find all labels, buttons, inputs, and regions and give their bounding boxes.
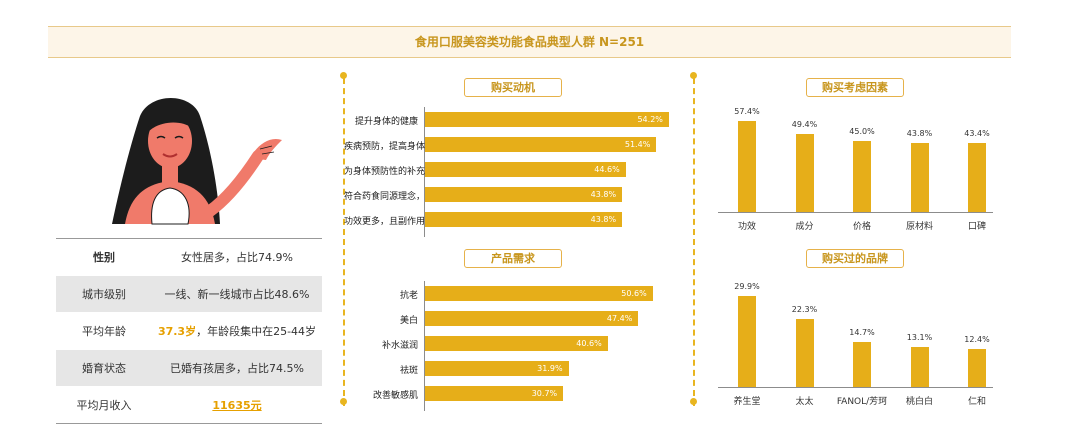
data-label: 50.6% [621,289,647,298]
profile-table: 性别 女性居多，占比74.9% 城市级别 一线、新一线城市占比48.6% 平均年… [56,238,322,424]
category-label: 祛斑 [399,366,418,376]
profile-value: 37.3岁，年龄段集中在25-44岁 [152,313,322,350]
bar [425,187,623,202]
bar [425,212,623,227]
separator-right [693,78,695,406]
bar [425,386,564,401]
category-label: 功效更多，且副作用较少 [344,217,444,227]
data-label: 47.4% [606,314,633,323]
woman-illustration [112,98,282,225]
category-label: 太太 [795,397,814,407]
profile-key: 平均月收入 [76,399,132,412]
profile-value: 一线、新一线城市占比48.6% [152,275,322,313]
bar [738,295,756,387]
bar [910,142,929,212]
bar [738,121,756,212]
profile-row-marital: 婚育状态 已婚有孩居多，占比74.5% [56,349,322,387]
bar [425,361,569,376]
data-label: 14.7% [849,328,875,338]
bar [425,112,669,127]
profile-key: 城市级别 [56,275,152,313]
page-title: 食用口服美容类功能食品典型人群 N=251 [48,26,1011,58]
data-label: 49.4% [791,119,818,129]
category-label: 仁和 [967,397,986,407]
separator-dot [340,398,347,405]
data-label: 29.9% [734,281,760,291]
income-link[interactable]: 11635元 [212,399,262,412]
bar [425,137,657,152]
category-label: 口碑 [967,222,986,232]
separator-dot [340,72,347,79]
category-label: 补水滋润 [381,341,418,351]
section-title-demand: 产品需求 [464,249,562,268]
data-label: 13.1% [906,333,933,343]
category-label: 原材料 [905,222,933,232]
section-title-motivation: 购买动机 [464,78,562,97]
profile-key: 婚育状态 [56,349,152,387]
bar [795,133,814,212]
bar [425,336,608,351]
profile-key: 性别 [93,251,115,264]
data-label: 54.2% [637,115,663,124]
data-label: 31.9% [537,364,563,373]
category-label: 成分 [795,222,814,232]
data-label: 43.8% [906,128,933,138]
separator-dot [690,72,697,79]
bar [425,162,626,177]
category-label: 价格 [852,222,871,232]
profile-row-gender: 性别 女性居多，占比74.9% [56,238,322,276]
category-label: 桃白白 [905,397,933,407]
category-label: FANOL/芳珂 [836,397,888,407]
category-label: 改善敏感肌 [372,391,418,401]
profile-row-age: 平均年龄 37.3岁，年龄段集中在25-44岁 [56,313,322,350]
separator-left [343,78,345,406]
profile-key: 平均年龄 [82,325,126,338]
category-label: 抗老 [399,291,418,301]
data-label: 45.0% [849,126,875,136]
data-label: 22.3% [791,304,818,314]
category-label: 提升身体的健康 [354,117,418,127]
separator-dot [690,398,697,405]
bar [795,318,814,387]
profile-value: 女性居多，占比74.9% [181,251,293,264]
data-label: 40.6% [576,339,602,348]
data-label: 43.8% [590,215,617,224]
x-axis-line [718,387,993,388]
bar [968,349,986,387]
data-label: 12.4% [964,335,990,345]
data-label: 43.8% [590,190,617,199]
bar [910,347,929,387]
bar [425,311,639,326]
data-label: 30.7% [531,389,558,398]
profile-row-income: 平均月收入 11635元 [56,387,322,424]
profile-value: 已婚有孩居多，占比74.5% [152,349,322,387]
bar [853,140,871,212]
age-text: ，年龄段集中在25-44岁 [196,325,317,338]
category-label: 功效 [737,222,756,232]
y-axis-line [424,281,425,411]
data-label: 43.4% [964,129,990,139]
category-label: 美白 [399,316,418,326]
category-label: 符合药食同源理念，更好调理身体 [344,192,480,202]
age-highlight: 37.3岁 [157,325,197,338]
category-label: 为身体预防性的补充微量/营养元素等 [344,167,492,177]
profile-row-city: 城市级别 一线、新一线城市占比48.6% [56,275,322,313]
section-title-factors: 购买考虑因素 [806,78,904,97]
bar [968,143,986,212]
bar [425,286,653,301]
data-label: 51.4% [624,140,651,149]
bar [853,342,871,387]
y-axis-line [424,107,425,237]
x-axis-line [718,212,993,213]
data-label: 44.6% [594,165,620,174]
profile-value: 11635元 [152,387,322,424]
category-label: 养生堂 [733,397,761,407]
data-label: 57.4% [734,107,760,117]
section-title-brands: 购买过的品牌 [806,249,904,268]
category-label: 疾病预防，提高身体抵抗力 [344,142,453,152]
